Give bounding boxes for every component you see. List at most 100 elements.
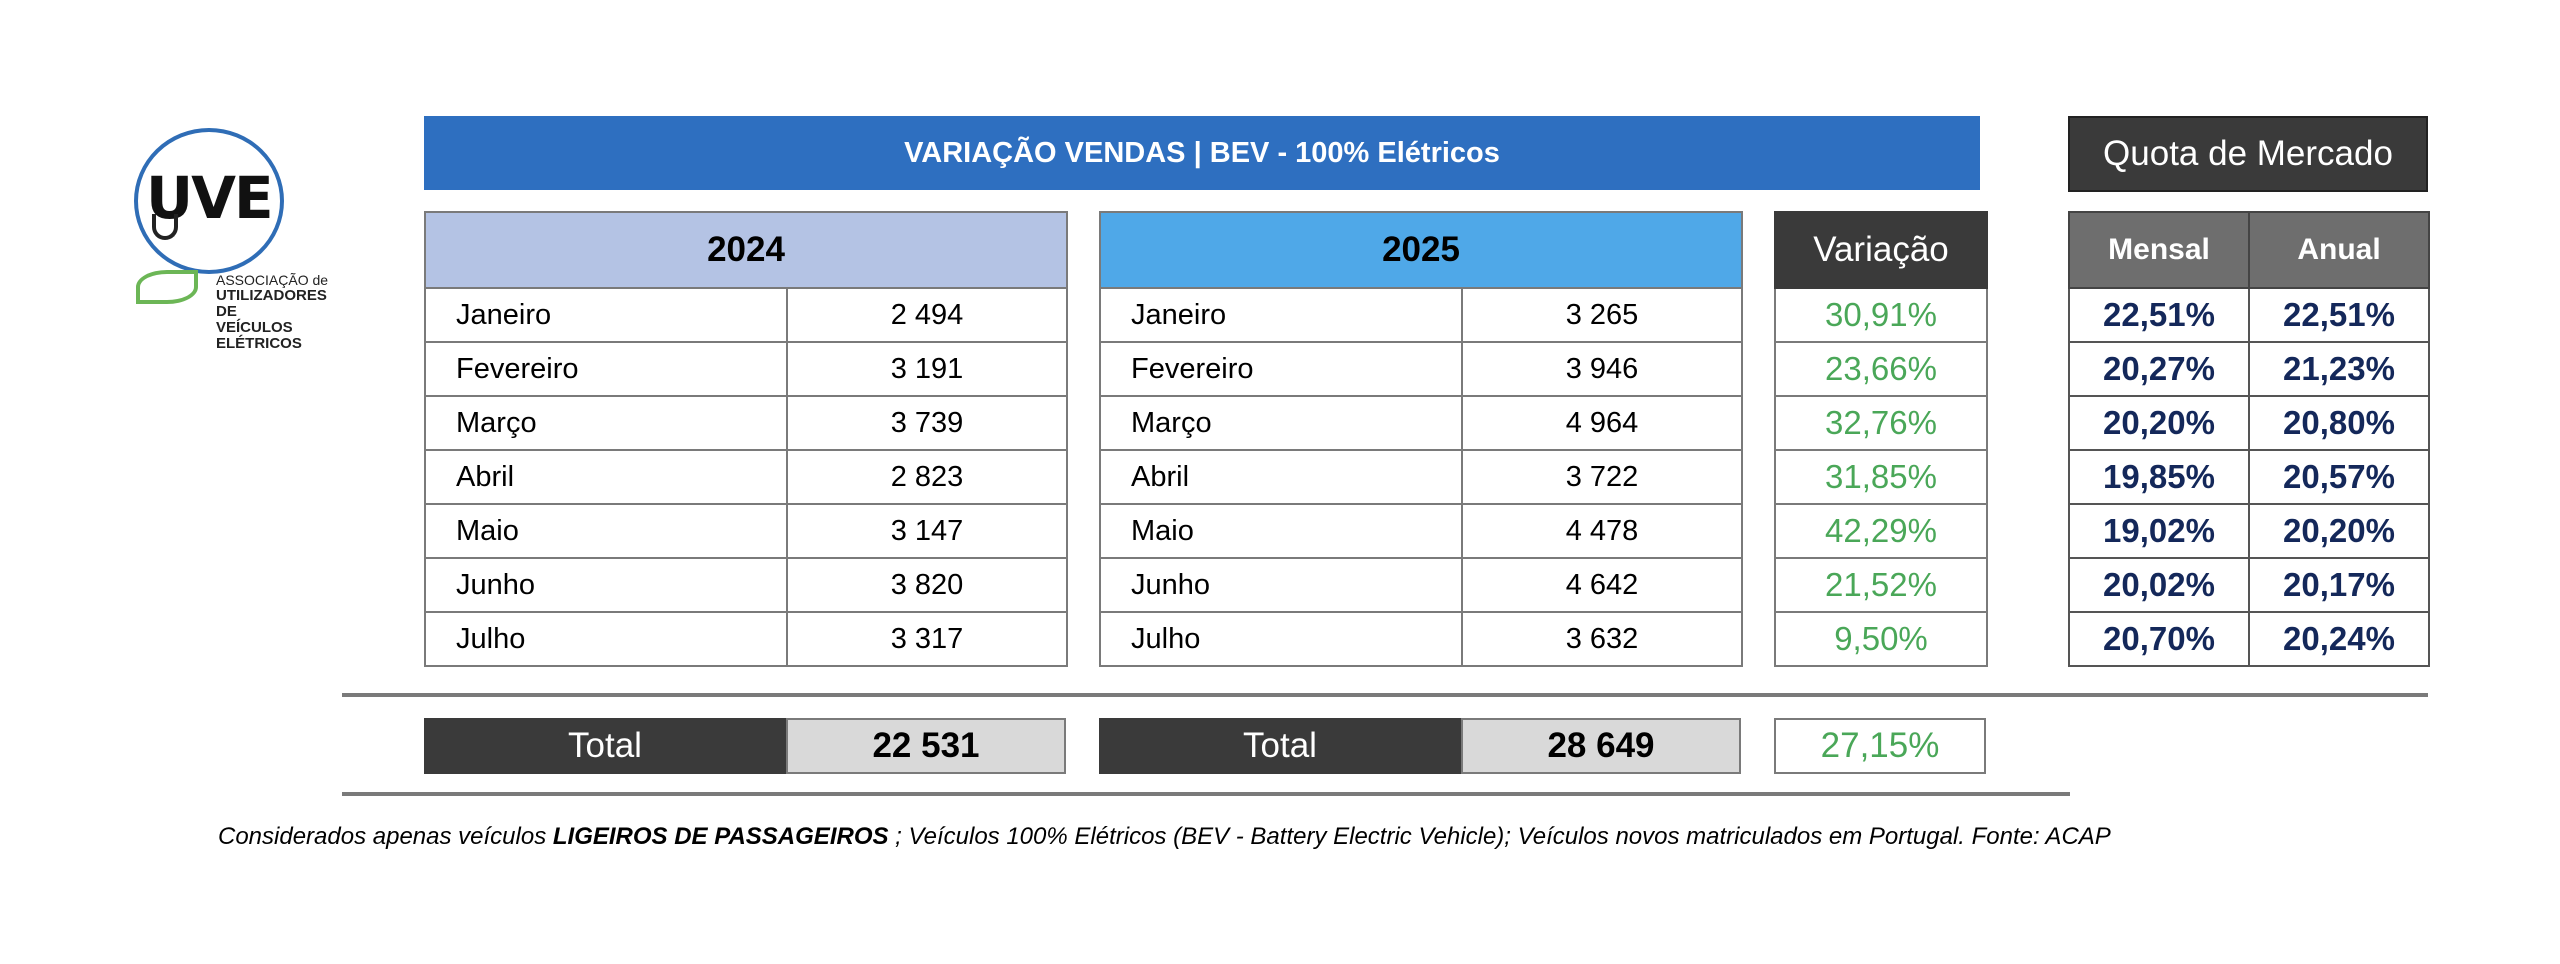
month-cell: Janeiro: [1099, 287, 1463, 343]
plug-icon: [152, 214, 178, 240]
leaf-icon: [136, 270, 198, 304]
table-2025: 2025 Janeiro 3 265 Fevereiro 3 946 Março 4 96…: [1099, 211, 1743, 667]
sales-2025-cell: 4 642: [1461, 557, 1743, 613]
uve-logo: UVE ASSOCIAÇÃO de UTILIZADORES DE VEÍCUL…: [126, 124, 346, 352]
variation-cell: 42,29%: [1774, 503, 1988, 559]
total-label-2024: Total: [424, 718, 786, 774]
quota-mensal-cell: 22,51%: [2068, 287, 2250, 343]
month-cell: Junho: [1099, 557, 1463, 613]
table-row: 20,70% 20,24%: [2068, 611, 2430, 667]
total-value-2024: 22 531: [786, 718, 1066, 774]
logo-line1: ASSOCIAÇÃO de: [216, 272, 329, 288]
sales-2025-cell: 3 632: [1461, 611, 1743, 667]
table-row: 20,20% 20,80%: [2068, 395, 2430, 451]
table-row: 22,51% 22,51%: [2068, 287, 2430, 343]
table-row: 42,29%: [1774, 503, 1988, 559]
quota-anual-cell: 20,17%: [2248, 557, 2430, 613]
footnote: Considerados apenas veículos LIGEIROS DE…: [218, 823, 2518, 851]
table-row: Julho 3 632: [1099, 611, 1743, 667]
table-row: 19,02% 20,20%: [2068, 503, 2430, 559]
table-row: Maio 3 147: [424, 503, 1068, 559]
sales-2025-cell: 3 946: [1461, 341, 1743, 397]
month-cell: Março: [424, 395, 788, 451]
variation-table: Variação 30,91% 23,66% 32,76% 31,85% 42,29% 2…: [1774, 211, 1988, 667]
quota-header-anual: Anual: [2248, 211, 2430, 289]
table-row: 19,85% 20,57%: [2068, 449, 2430, 505]
total-label-2025: Total: [1099, 718, 1461, 774]
month-cell: Fevereiro: [424, 341, 788, 397]
sales-2024-cell: 3 191: [786, 341, 1068, 397]
variation-cell: 21,52%: [1774, 557, 1988, 613]
table-row: Fevereiro 3 191: [424, 341, 1068, 397]
table-row: Janeiro 3 265: [1099, 287, 1743, 343]
footnote-bold: LIGEIROS DE PASSAGEIROS: [552, 823, 889, 850]
header-2025: 2025: [1099, 211, 1743, 289]
sales-2024-cell: 2 823: [786, 449, 1068, 505]
table-row: 30,91%: [1774, 287, 1988, 343]
table-row: 20,02% 20,17%: [2068, 557, 2430, 613]
table-2024: 2024 Janeiro 2 494 Fevereiro 3 191 Março 3 73…: [424, 211, 1068, 667]
month-cell: Maio: [1099, 503, 1463, 559]
table-row: Junho 3 820: [424, 557, 1068, 613]
variation-cell: 9,50%: [1774, 611, 1988, 667]
sales-2025-cell: 3 265: [1461, 287, 1743, 343]
table-row: 9,50%: [1774, 611, 1988, 667]
month-cell: Maio: [424, 503, 788, 559]
footnote-part2: ; Veículos 100% Elétricos (BEV - Battery…: [888, 823, 2111, 850]
table-row: 32,76%: [1774, 395, 1988, 451]
table-row: Julho 3 317: [424, 611, 1068, 667]
quota-mensal-cell: 20,20%: [2068, 395, 2250, 451]
sales-2024-cell: 3 317: [786, 611, 1068, 667]
divider-bottom: [342, 792, 2070, 796]
header-2024: 2024: [424, 211, 1068, 289]
quota-anual-cell: 20,57%: [2248, 449, 2430, 505]
footnote-part1: Considerados apenas veículos: [218, 823, 553, 850]
logo-line2: UTILIZADORES DE: [216, 287, 327, 320]
table-row: Junho 4 642: [1099, 557, 1743, 613]
table-row: Abril 2 823: [424, 449, 1068, 505]
table-row: Abril 3 722: [1099, 449, 1743, 505]
logo-ring: [134, 128, 284, 274]
table-row: Março 3 739: [424, 395, 1068, 451]
table-row: Maio 4 478: [1099, 503, 1743, 559]
variation-cell: 31,85%: [1774, 449, 1988, 505]
month-cell: Junho: [424, 557, 788, 613]
divider-top: [342, 693, 2428, 697]
month-cell: Janeiro: [424, 287, 788, 343]
chart-title: VARIAÇÃO VENDAS | BEV - 100% Elétricos: [424, 116, 1980, 190]
quota-anual-cell: 20,20%: [2248, 503, 2430, 559]
quota-anual-cell: 21,23%: [2248, 341, 2430, 397]
quota-mensal-cell: 19,85%: [2068, 449, 2250, 505]
total-variation: 27,15%: [1774, 718, 1986, 774]
table-row: 31,85%: [1774, 449, 1988, 505]
sales-2025-cell: 3 722: [1461, 449, 1743, 505]
logo-line3: VEÍCULOS ELÉTRICOS: [216, 319, 302, 352]
sales-2024-cell: 3 739: [786, 395, 1068, 451]
sales-2024-cell: 3 147: [786, 503, 1068, 559]
month-cell: Julho: [424, 611, 788, 667]
quota-anual-cell: 20,80%: [2248, 395, 2430, 451]
month-cell: Julho: [1099, 611, 1463, 667]
table-row: Fevereiro 3 946: [1099, 341, 1743, 397]
month-cell: Fevereiro: [1099, 341, 1463, 397]
table-row: 20,27% 21,23%: [2068, 341, 2430, 397]
quota-mensal-cell: 19,02%: [2068, 503, 2250, 559]
month-cell: Abril: [424, 449, 788, 505]
quota-header-mensal: Mensal: [2068, 211, 2250, 289]
variation-cell: 30,91%: [1774, 287, 1988, 343]
table-row: Janeiro 2 494: [424, 287, 1068, 343]
total-value-2025: 28 649: [1461, 718, 1741, 774]
quota-title: Quota de Mercado: [2068, 116, 2428, 192]
quota-mensal-cell: 20,70%: [2068, 611, 2250, 667]
quota-anual-cell: 22,51%: [2248, 287, 2430, 343]
variation-header: Variação: [1774, 211, 1988, 289]
variation-cell: 32,76%: [1774, 395, 1988, 451]
quota-mensal-cell: 20,27%: [2068, 341, 2250, 397]
quota-mensal-cell: 20,02%: [2068, 557, 2250, 613]
sales-2024-cell: 2 494: [786, 287, 1068, 343]
table-row: Março 4 964: [1099, 395, 1743, 451]
sales-2025-cell: 4 478: [1461, 503, 1743, 559]
sales-2024-cell: 3 820: [786, 557, 1068, 613]
quota-anual-cell: 20,24%: [2248, 611, 2430, 667]
month-cell: Abril: [1099, 449, 1463, 505]
